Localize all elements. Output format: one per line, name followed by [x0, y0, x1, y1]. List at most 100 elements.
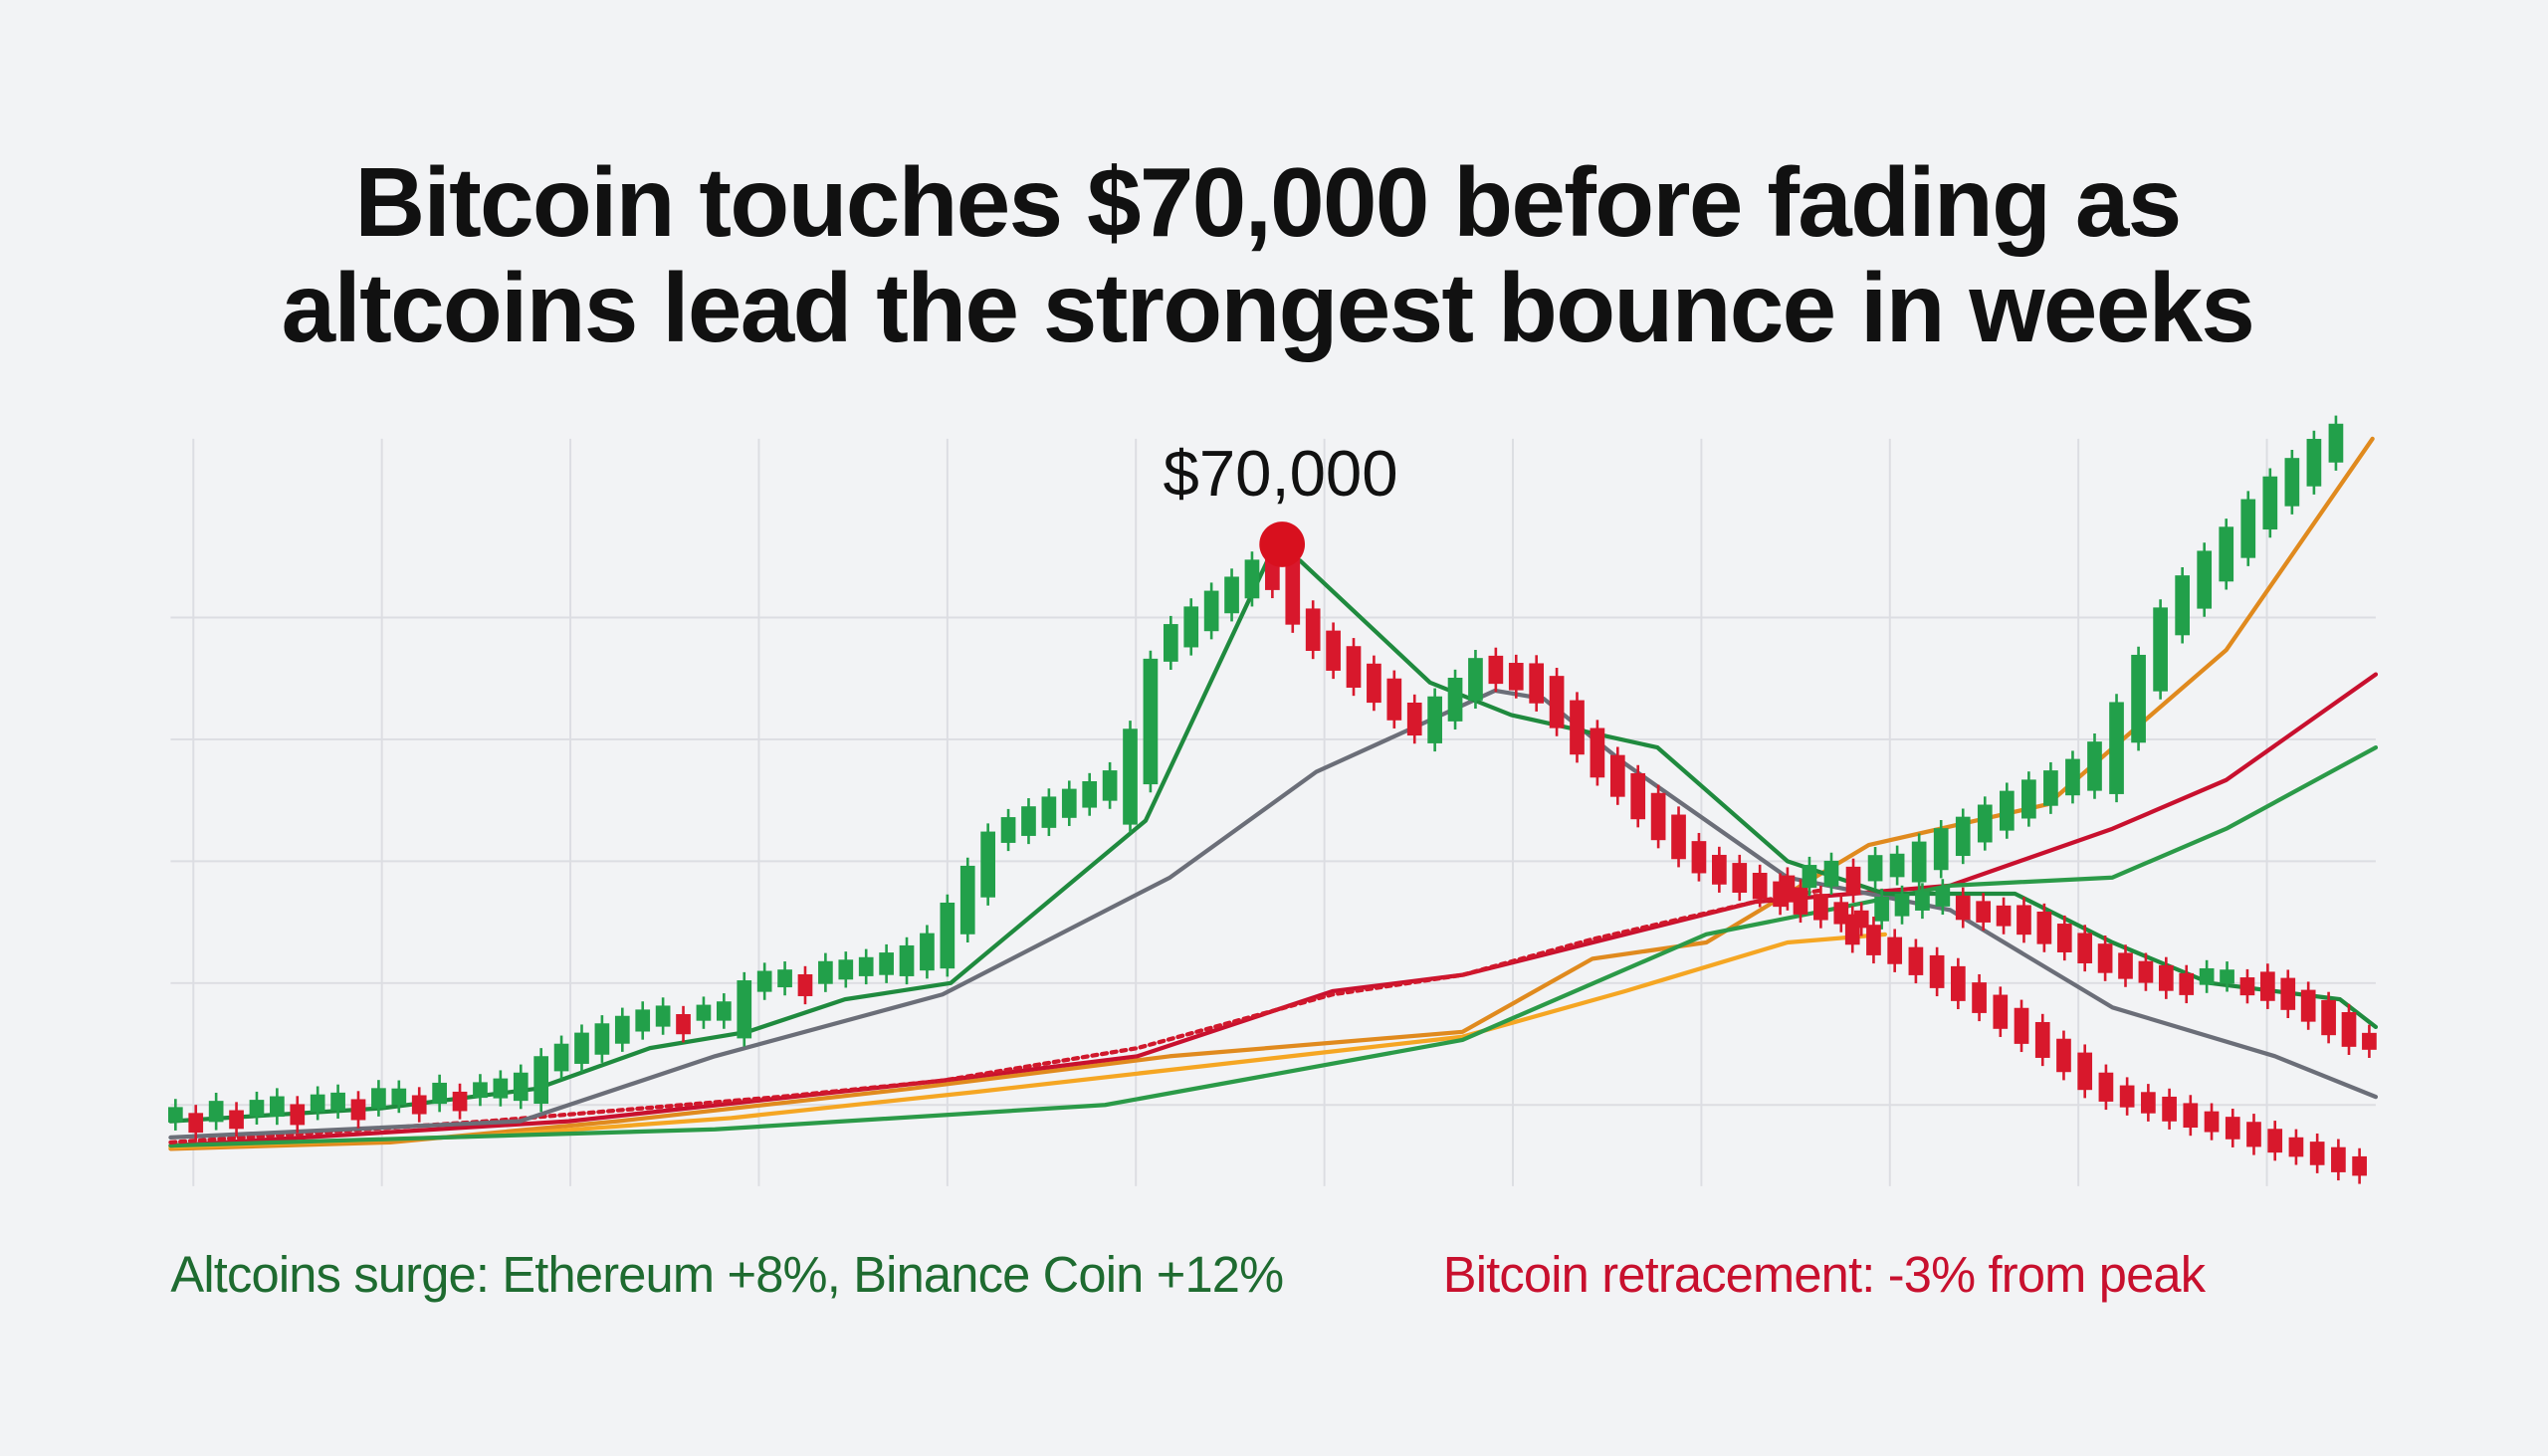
title-line: altcoins lead the strongest bounce in we… [282, 253, 2254, 362]
candle-body [1609, 754, 1625, 797]
candle-body [1955, 895, 1971, 921]
candle-body [2219, 526, 2234, 582]
candle-body [777, 969, 792, 988]
trend-line [168, 744, 2379, 1148]
trend-line [168, 932, 1887, 1149]
candle-body [2098, 1072, 2114, 1102]
candle-body [1845, 866, 1861, 895]
candle-body [1793, 887, 1808, 915]
candle-body [1427, 696, 1442, 743]
candle-body [1244, 559, 1260, 599]
candle-body [1367, 663, 1381, 704]
candle-body [940, 902, 956, 969]
peak-annotation: $70,000 [1164, 437, 1398, 510]
candle-body [533, 1056, 549, 1105]
candle-body [1123, 728, 1138, 825]
candle-body [858, 956, 874, 976]
candle-body [249, 1100, 265, 1117]
candle-body [350, 1099, 366, 1121]
candle-body [1305, 608, 1321, 652]
candle-body [2183, 1103, 2199, 1129]
candle-body [2077, 933, 2093, 963]
candle-body [2131, 654, 2146, 743]
candle-body [1993, 994, 2009, 1029]
candle-body [2321, 999, 2336, 1036]
candle-body [2034, 1021, 2050, 1058]
candle-body [411, 1095, 427, 1115]
candle-body [1911, 841, 1927, 883]
candle-body [1061, 788, 1077, 818]
candle-body [1021, 806, 1036, 836]
candle-body [2341, 1012, 2357, 1047]
candle-body [290, 1104, 306, 1126]
candle-body [2300, 989, 2316, 1022]
peak-marker [1259, 521, 1306, 567]
candle-body [1386, 678, 1402, 721]
candle-body [959, 865, 975, 935]
candle-body [2065, 758, 2080, 796]
candle-body [1844, 914, 1860, 945]
candle-body [2239, 977, 2255, 996]
candle-body [1780, 875, 1796, 903]
candle-body [2284, 458, 2300, 507]
candle-body [2352, 1155, 2367, 1176]
candle-body [1752, 872, 1768, 900]
candle-body [1346, 646, 1362, 688]
candle-body [1000, 817, 1016, 843]
candle-body [1977, 804, 1993, 843]
candle-body [2017, 905, 2031, 936]
candle-body [432, 1082, 447, 1105]
candle-body [2056, 1038, 2071, 1073]
candle-body [1406, 702, 1422, 736]
candle-body [1802, 865, 1817, 889]
candle-body [1929, 954, 1945, 988]
candle-body [513, 1072, 529, 1102]
candle-body [1951, 965, 1966, 1001]
candle-body [270, 1096, 285, 1118]
candle-body [1867, 855, 1883, 882]
candle-body [1976, 901, 1991, 923]
candle-body [655, 1005, 671, 1027]
candle-body [1833, 902, 1849, 925]
candle-body [1915, 891, 1930, 911]
candle-body [2179, 972, 2195, 995]
candle-body [2260, 971, 2275, 1001]
candle-body [2056, 924, 2072, 952]
candle-body [1874, 897, 1889, 922]
candle-body [1813, 894, 1828, 921]
candle-body [2288, 1137, 2304, 1157]
candle-body [167, 1107, 183, 1123]
candle-body [635, 1009, 651, 1032]
candle-body [493, 1078, 509, 1099]
candle-body [574, 1032, 589, 1064]
candle-body [1041, 796, 1057, 828]
candle-body [310, 1094, 325, 1113]
candle-body [1326, 630, 1341, 671]
candle-body [1823, 860, 1839, 887]
candle-body [1203, 590, 1219, 632]
candle-body [920, 933, 935, 971]
candle-body [2309, 1142, 2325, 1165]
candle-body [330, 1092, 345, 1111]
candle-body [1999, 790, 2015, 831]
candle-body [2158, 964, 2174, 991]
candle-body [1529, 663, 1545, 704]
candle-body [1549, 676, 1565, 728]
candle-body [1955, 816, 1971, 857]
candle-body [2097, 943, 2113, 973]
candle-body [2204, 1111, 2220, 1133]
candle-body [452, 1091, 468, 1112]
candle-body [1508, 663, 1524, 691]
candle-body [1866, 925, 1881, 955]
candle-body [1447, 678, 1463, 722]
candle-body [208, 1101, 224, 1123]
candle-body [2153, 607, 2168, 692]
candle-body [391, 1088, 407, 1106]
candle-body [2036, 912, 2052, 944]
candle-body [2306, 438, 2322, 487]
candle-body [2262, 476, 2278, 530]
candle-body [818, 960, 833, 984]
trend-line [168, 688, 2379, 1141]
candle-body [229, 1110, 244, 1130]
